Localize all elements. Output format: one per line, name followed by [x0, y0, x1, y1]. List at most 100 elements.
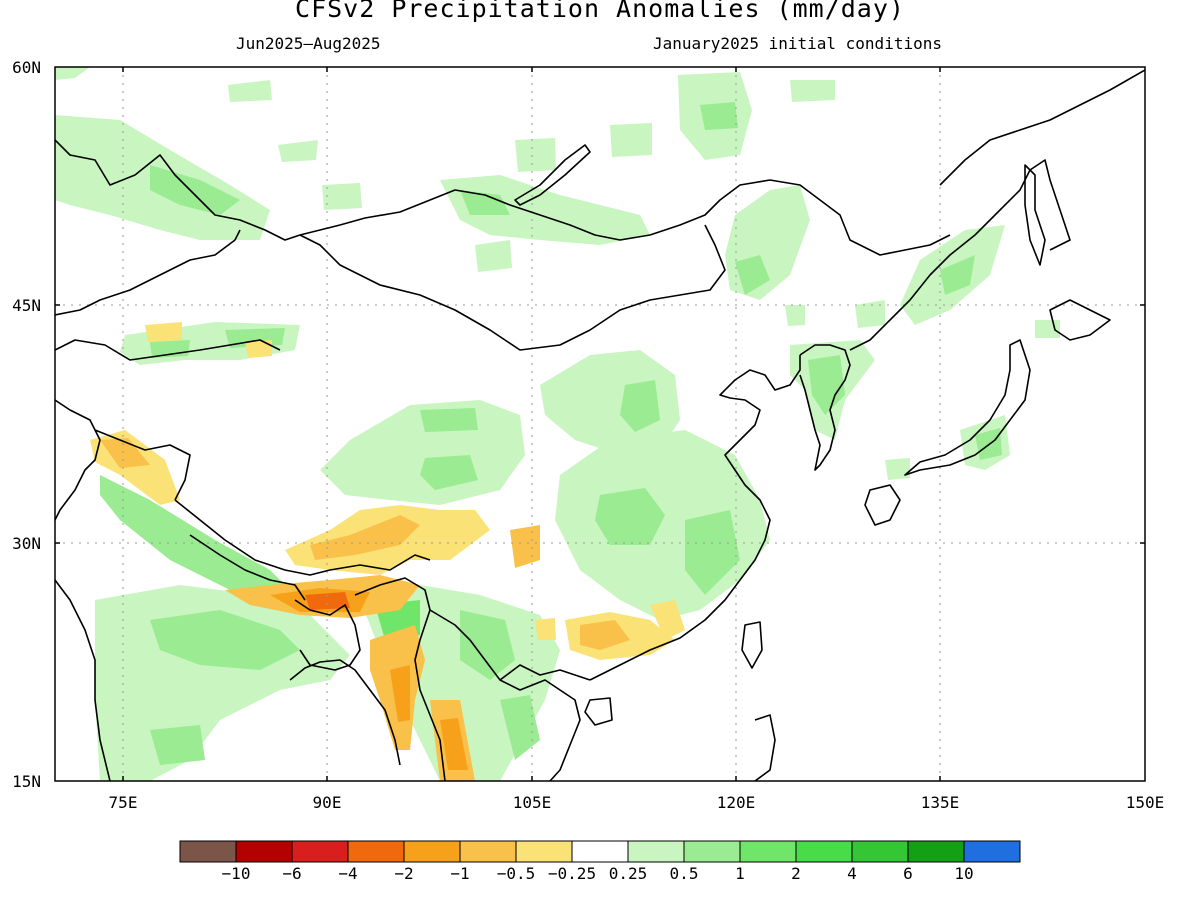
colorbar-label: 2 [791, 864, 801, 883]
anomaly-region-korea-patch [885, 458, 910, 480]
colorbar-label: −4 [338, 864, 357, 883]
tick-15n: 15N [12, 772, 41, 791]
colorbar-label: 0.25 [609, 864, 648, 883]
colorbar-swatch [963, 840, 1021, 863]
colorbar-swatch [179, 840, 237, 863]
border-bangladesh [294, 599, 361, 671]
anomaly-region-indochina-core [460, 610, 515, 680]
colorbar-label: −1 [450, 864, 469, 883]
colorbar-swatch [739, 840, 797, 863]
anomaly-region-dry-tibet-core [310, 515, 420, 560]
anomaly-region-dry-kashmir-core [100, 438, 150, 468]
longitude-labels: 75E 90E 105E 120E 135E 150E [109, 793, 1165, 812]
tick-90e: 90E [313, 793, 342, 812]
anomaly-region-himalaya-foothills [100, 475, 300, 600]
border-kazakhstan-china [55, 229, 241, 316]
anomaly-region-north-patch [322, 183, 362, 210]
colorbar-swatch [459, 840, 517, 863]
anomaly-region-tibet-core [420, 455, 478, 490]
anomaly-region-indochina-core [500, 695, 540, 760]
colorbar-label: 10 [954, 864, 973, 883]
anomaly-region-east-china-core [685, 510, 740, 595]
colorbar-swatch [571, 840, 629, 863]
anomaly-region-inner-mongolia-core [620, 380, 660, 432]
colorbar-label: −0.5 [497, 864, 536, 883]
coast-okhotsk [939, 69, 1145, 186]
anomaly-region-far-east-patch [785, 305, 805, 326]
map-frame [54, 66, 1146, 782]
coast-taiwan [741, 621, 763, 669]
anomaly-region-dry-myanmar-south-core [440, 718, 468, 770]
map-title: CFSv2 Precipitation Anomalies (mm/day) [295, 0, 905, 23]
colorbar: −10 −6 −4 −2 −1 −0.5 −0.25 0.25 0.5 1 2 4 6 10 [179, 840, 1021, 883]
anomaly-region-baikal-core [460, 190, 510, 215]
anomaly-region-north-patch [228, 80, 272, 102]
anomaly-region-west-siberia-core [150, 165, 240, 215]
anomaly-region-lake-baikal [440, 175, 650, 245]
anomaly-region-yakutia-core [700, 102, 738, 130]
border-laos-vietnam [429, 609, 581, 781]
anomaly-field [55, 67, 1060, 781]
colorbar-swatch [515, 840, 573, 863]
anomaly-region-north-india-core [150, 610, 300, 670]
tick-75e: 75E [109, 793, 138, 812]
border-china-vietnam [499, 664, 591, 681]
anomaly-region-far-east-core [940, 255, 975, 295]
colorbar-swatch [683, 840, 741, 863]
anomaly-region-manchuria-core [735, 255, 770, 295]
border-afghanistan-pakistan [55, 399, 101, 521]
border-myanmar [354, 577, 446, 781]
anomaly-region-korea-core [808, 355, 845, 415]
border-china-central-asia [55, 339, 281, 361]
latitude-labels: 60N 45N 30N 15N [12, 58, 41, 791]
border-nepal-india [189, 534, 306, 601]
anomaly-region-dry-myanmar-core [390, 665, 410, 722]
coast-sakhalin [1024, 164, 1046, 266]
coast-philippines [754, 714, 776, 781]
colorbar-label: −10 [222, 864, 251, 883]
anomaly-region-dry-bhutan [305, 592, 350, 610]
graticule [55, 67, 1145, 781]
tick-150e: 150E [1126, 793, 1165, 812]
anomaly-region-north-patch [610, 123, 652, 157]
anomaly-region-dry-fujian [650, 600, 685, 640]
tick-30n: 30N [12, 534, 41, 553]
colorbar-swatch [907, 840, 965, 863]
tick-135e: 135E [921, 793, 960, 812]
tick-120e: 120E [717, 793, 756, 812]
anomaly-region-dry-patch [245, 340, 272, 358]
border-mongolia-china [299, 224, 726, 351]
colorbar-label: −0.25 [548, 864, 596, 883]
anomaly-region-japan-patch [1035, 320, 1060, 338]
anomaly-region-dry-central-asia [145, 322, 182, 342]
colorbar-swatch [235, 840, 293, 863]
colorbar-label: 4 [847, 864, 857, 883]
coast-hainan [584, 697, 613, 726]
colorbar-swatch [851, 840, 909, 863]
anomaly-region-far-east-patch [855, 300, 885, 328]
initial-conditions: January2025 initial conditions [653, 34, 942, 53]
coast-bay-of-bengal [289, 659, 401, 766]
coast-japan-hokkaido [1049, 299, 1111, 341]
coastlines-borders [55, 69, 1145, 781]
colorbar-label: −2 [394, 864, 413, 883]
coast-korea [799, 344, 851, 471]
coast-russia-far-east [849, 159, 1071, 351]
anomaly-region-dry-south-china-core [580, 620, 630, 650]
anomaly-region-kazakhstan-core [150, 340, 190, 358]
forecast-period: Jun2025–Aug2025 [236, 34, 381, 53]
anomaly-region-tibet-core [420, 408, 478, 432]
colorbar-swatch [347, 840, 405, 863]
anomaly-region-north-patch [475, 240, 512, 272]
border-himalaya [174, 499, 431, 576]
tick-105e: 105E [513, 793, 552, 812]
coast-japan-honshu [904, 339, 1031, 476]
tick-marks [55, 67, 1145, 781]
anomaly-region-east-china [555, 430, 770, 620]
anomaly-region-dry-sichuan [510, 525, 540, 568]
anomaly-region-north-patch [790, 80, 835, 102]
colorbar-swatch [403, 840, 461, 863]
colorbar-label: 0.5 [670, 864, 699, 883]
anomaly-region-dry-patch [535, 618, 556, 640]
